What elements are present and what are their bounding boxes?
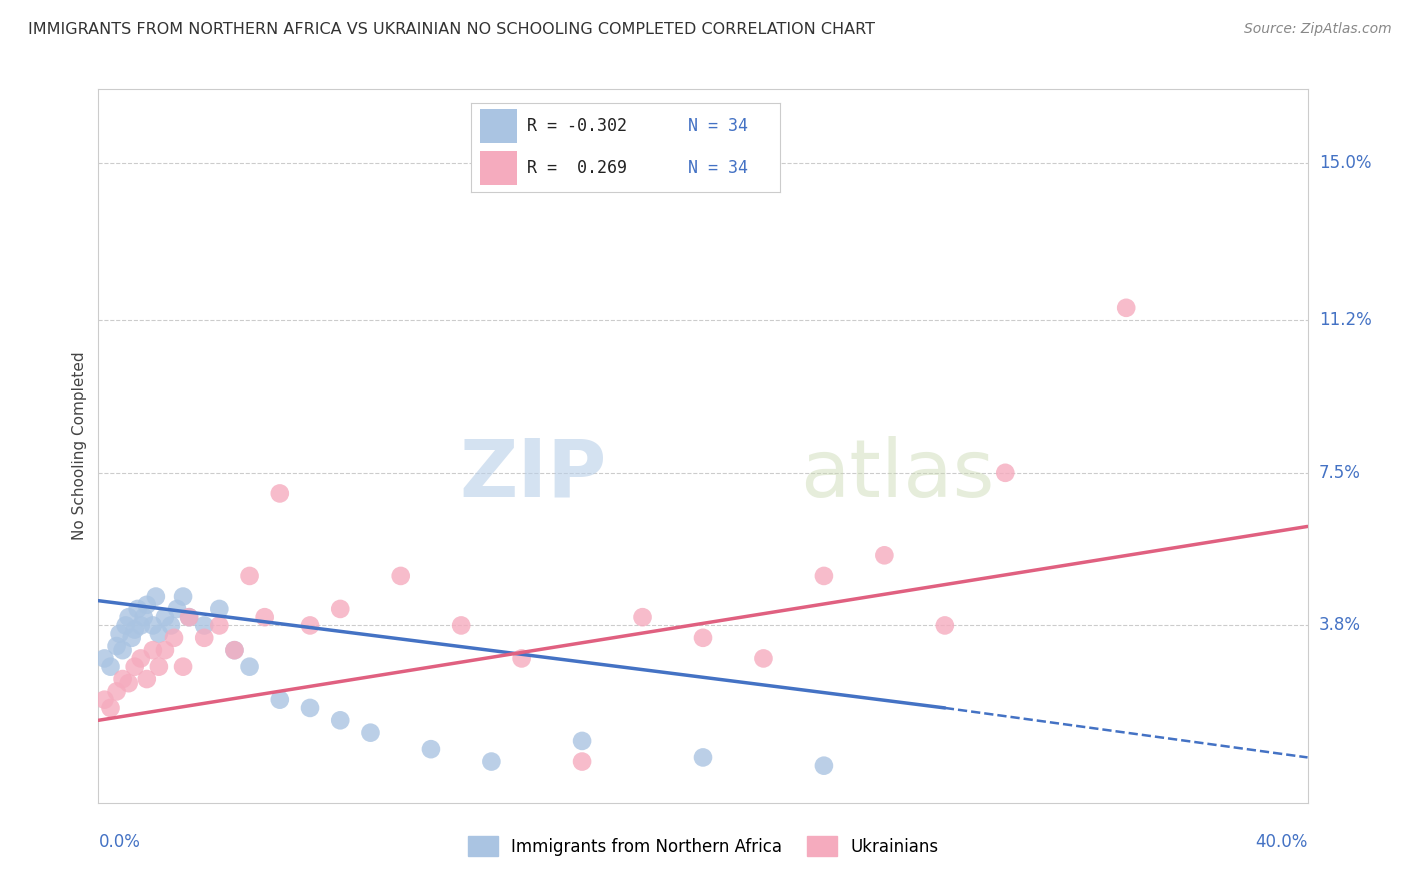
Point [172, 659, 194, 673]
Point [114, 618, 136, 632]
Text: atlas: atlas [800, 435, 994, 514]
Point [105, 639, 128, 653]
Point [172, 590, 194, 604]
Point [163, 631, 186, 645]
Text: 0.0%: 0.0% [98, 833, 141, 851]
Y-axis label: No Schooling Completed: No Schooling Completed [72, 351, 87, 541]
Point [177, 610, 201, 624]
Point [177, 610, 201, 624]
Point [329, 714, 352, 728]
Legend: Immigrants from Northern Africa, Ukrainians: Immigrants from Northern Africa, Ukraini… [461, 830, 945, 863]
Point [994, 466, 1017, 480]
Point [100, 659, 122, 673]
Point [873, 549, 896, 563]
Point [153, 610, 176, 624]
Text: Source: ZipAtlas.com: Source: ZipAtlas.com [1244, 22, 1392, 37]
Point [153, 643, 176, 657]
Point [129, 618, 152, 632]
Point [389, 569, 412, 583]
Point [813, 569, 835, 583]
Point [124, 623, 146, 637]
Point [299, 618, 322, 632]
Point [148, 626, 170, 640]
Point [121, 631, 143, 645]
Point [269, 486, 291, 500]
Point [450, 618, 472, 632]
Point [111, 643, 134, 657]
Point [224, 643, 246, 657]
Point [100, 701, 122, 715]
Text: R =  0.269: R = 0.269 [527, 159, 627, 177]
Text: 11.2%: 11.2% [1319, 311, 1371, 329]
Point [148, 659, 170, 673]
Text: 3.8%: 3.8% [1319, 616, 1361, 634]
Point [299, 701, 322, 715]
Point [253, 610, 276, 624]
Text: N = 34: N = 34 [688, 117, 748, 135]
Point [135, 598, 157, 612]
Point [127, 602, 149, 616]
Point [135, 672, 157, 686]
Point [224, 643, 246, 657]
Point [132, 610, 155, 624]
FancyBboxPatch shape [481, 151, 517, 185]
Point [145, 590, 167, 604]
Point [631, 610, 654, 624]
Text: R = -0.302: R = -0.302 [527, 117, 627, 135]
Point [111, 672, 134, 686]
Point [419, 742, 441, 756]
Point [93, 692, 115, 706]
Point [571, 734, 593, 748]
Point [118, 676, 141, 690]
Point [129, 651, 152, 665]
Point [160, 618, 183, 632]
Text: IMMIGRANTS FROM NORTHERN AFRICA VS UKRAINIAN NO SCHOOLING COMPLETED CORRELATION : IMMIGRANTS FROM NORTHERN AFRICA VS UKRAI… [28, 22, 875, 37]
FancyBboxPatch shape [481, 109, 517, 143]
Point [142, 618, 165, 632]
Text: ZIP: ZIP [458, 435, 606, 514]
Point [510, 651, 533, 665]
Point [142, 643, 165, 657]
Point [193, 631, 215, 645]
Point [360, 725, 382, 739]
Point [108, 626, 131, 640]
Point [692, 750, 714, 764]
Point [1115, 301, 1137, 315]
Text: 40.0%: 40.0% [1256, 833, 1308, 851]
Point [752, 651, 775, 665]
Point [329, 602, 352, 616]
Point [571, 755, 593, 769]
Point [692, 631, 714, 645]
Text: N = 34: N = 34 [688, 159, 748, 177]
Point [166, 602, 188, 616]
Point [239, 659, 262, 673]
Point [208, 618, 231, 632]
Text: 15.0%: 15.0% [1319, 154, 1371, 172]
Point [105, 684, 128, 698]
Point [208, 602, 231, 616]
Text: 7.5%: 7.5% [1319, 464, 1361, 482]
Point [269, 692, 291, 706]
Point [93, 651, 115, 665]
Point [813, 758, 835, 772]
Point [934, 618, 956, 632]
Point [124, 659, 146, 673]
Point [239, 569, 262, 583]
Point [118, 610, 141, 624]
Point [193, 618, 215, 632]
Point [481, 755, 503, 769]
